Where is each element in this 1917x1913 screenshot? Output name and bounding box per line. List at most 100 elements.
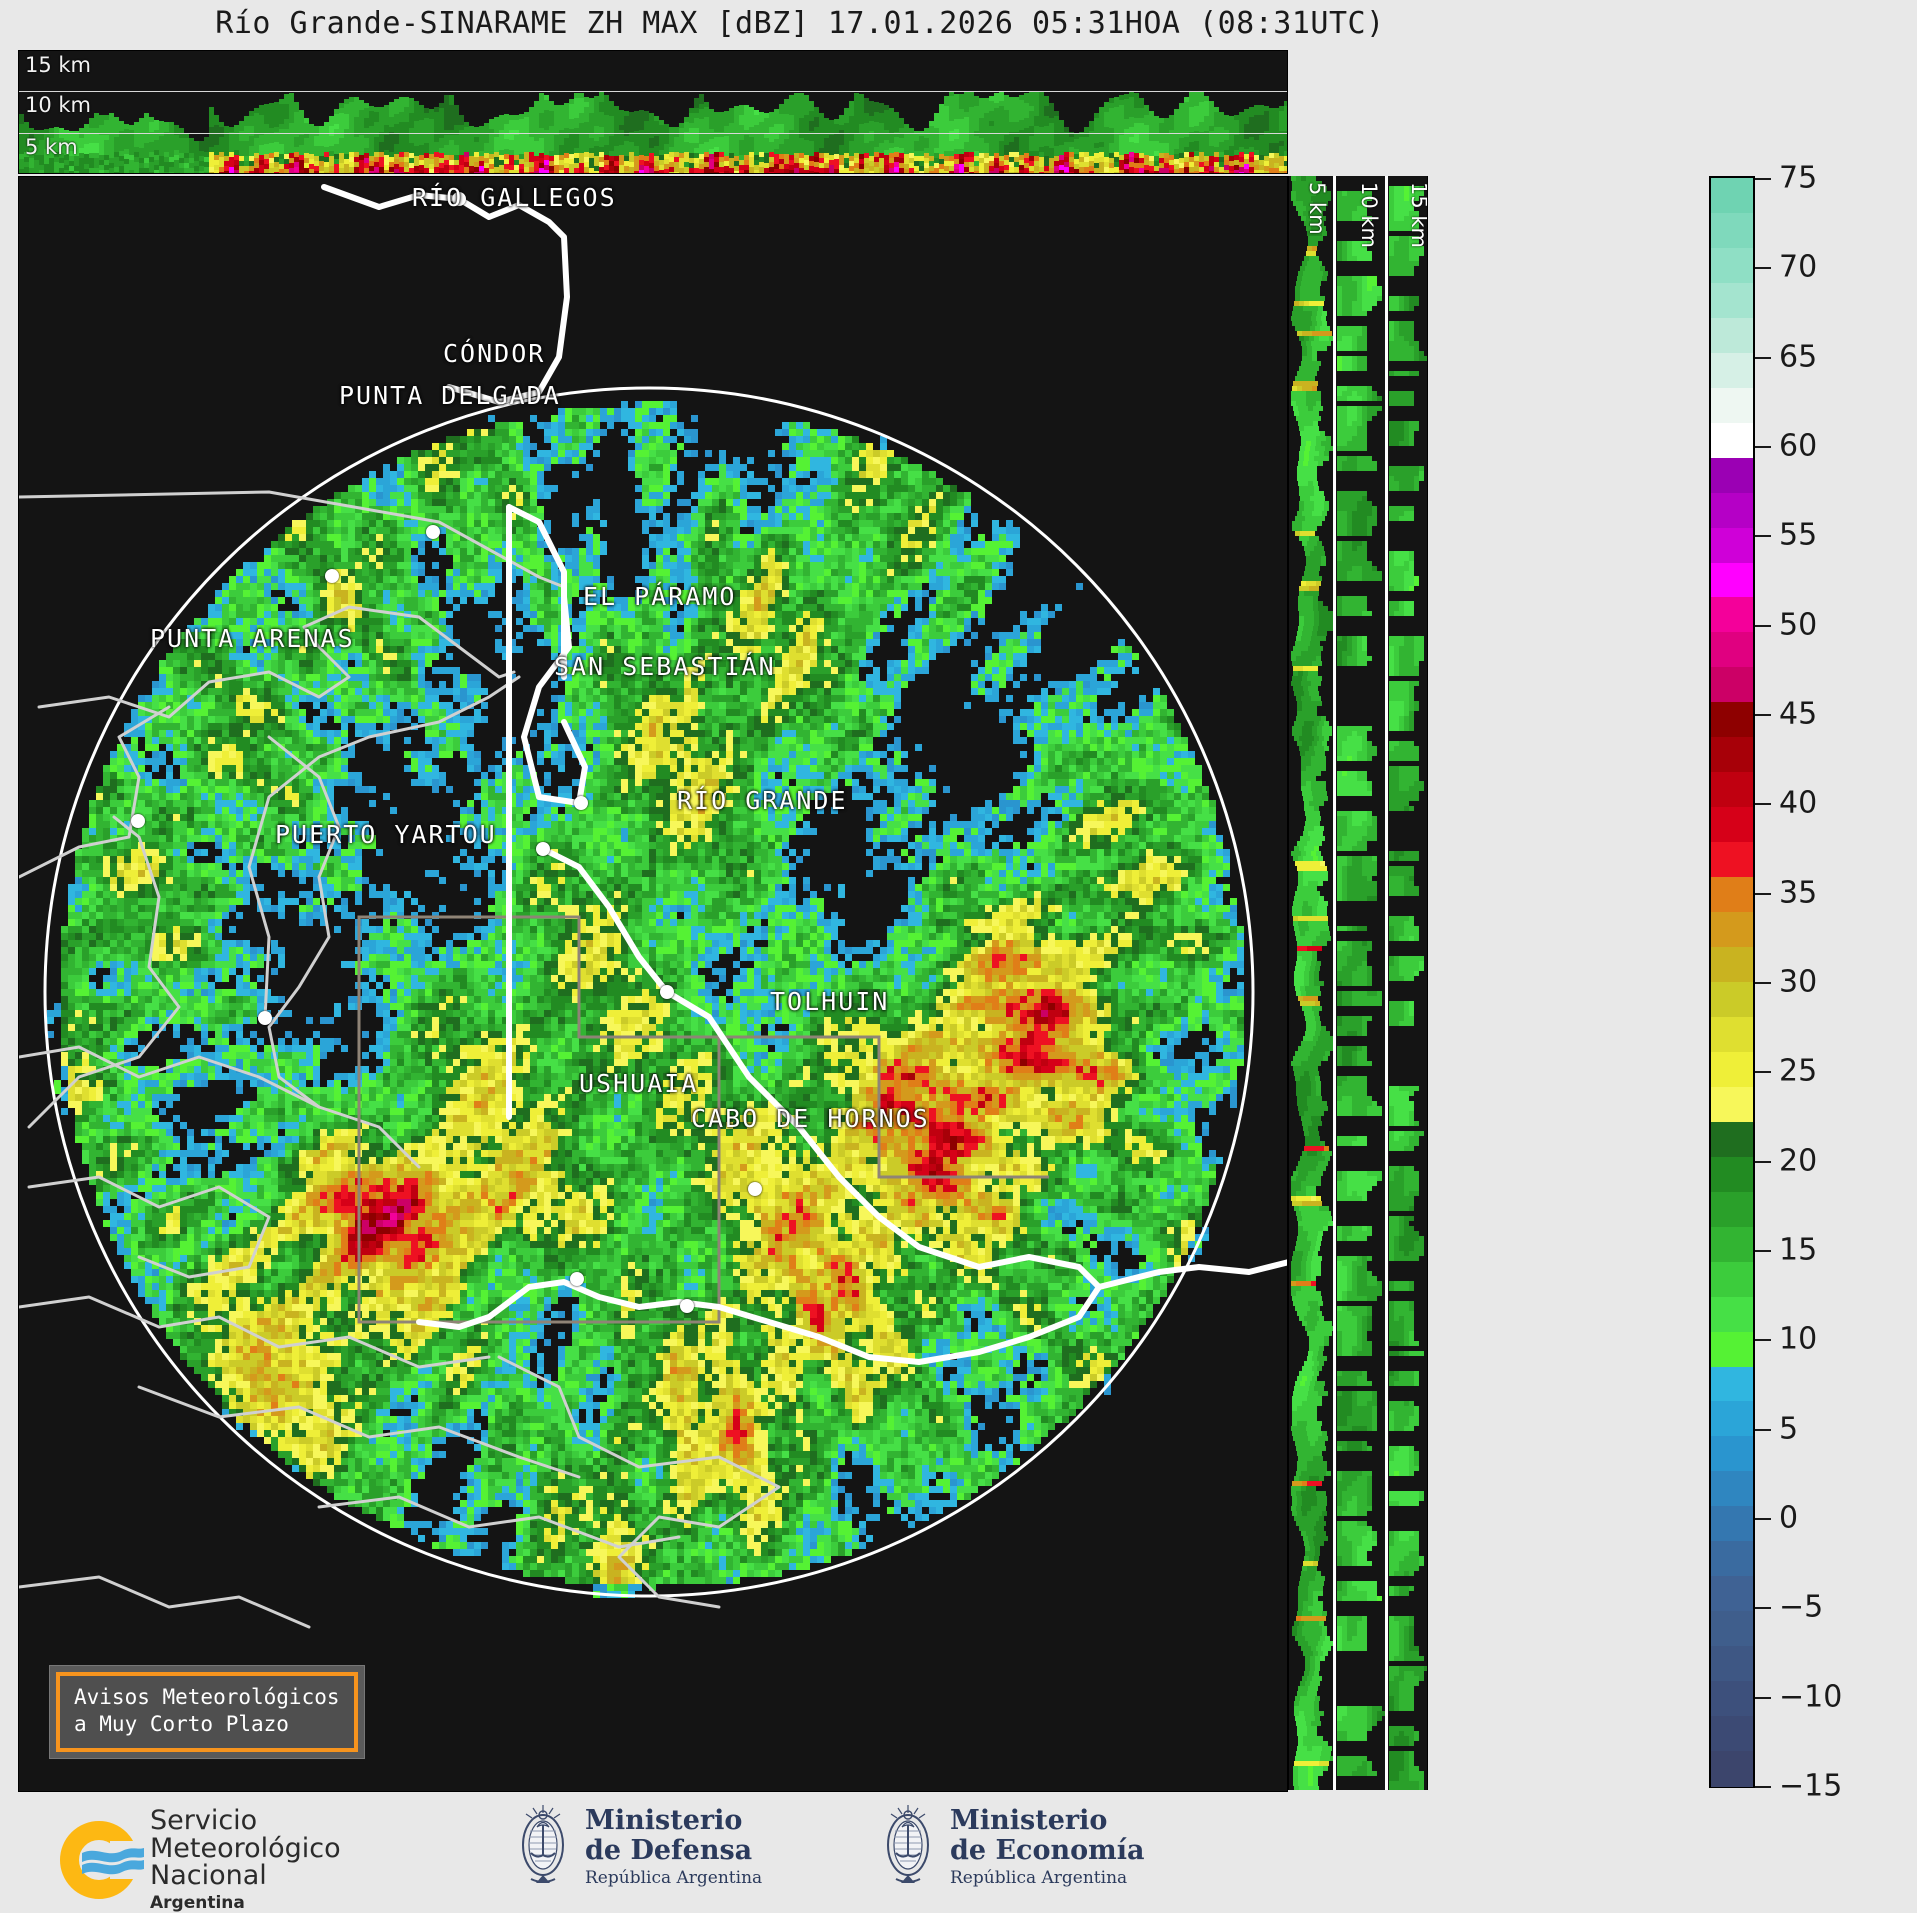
colorbar-tick-label: 50 — [1779, 607, 1817, 642]
city-marker-dot[interactable] — [748, 1182, 762, 1196]
colorbar-tick — [1755, 535, 1771, 537]
colorbar-segment — [1711, 213, 1753, 249]
colorbar-segment — [1711, 1227, 1753, 1263]
colorbar-segment — [1711, 563, 1753, 599]
colorbar-tick — [1755, 1607, 1771, 1609]
economia-line-1: Ministerio — [950, 1806, 1144, 1835]
colorbar-segment — [1711, 1541, 1753, 1577]
colorbar-tick-label: −10 — [1779, 1679, 1842, 1714]
colorbar-segment — [1711, 1506, 1753, 1542]
colorbar-tick-label: 75 — [1779, 161, 1817, 196]
ministerio-defensa-text: Ministerio de Defensa República Argentin… — [585, 1806, 762, 1887]
colorbar-segment — [1711, 493, 1753, 529]
logo-ministerio-defensa: Ministerio de Defensa República Argentin… — [515, 1801, 762, 1893]
colorbar-segment — [1711, 283, 1753, 319]
colorbar-segment — [1711, 807, 1753, 843]
city-marker-dot[interactable] — [680, 1299, 694, 1313]
smn-flag-icon — [82, 1845, 144, 1875]
argentina-coat-of-arms-icon — [515, 1801, 571, 1893]
city-marker-dot[interactable] — [452, 192, 466, 206]
colorbar-tick — [1755, 1786, 1771, 1788]
smn-line-4: Argentina — [150, 1893, 341, 1913]
smn-line-1: Servicio — [150, 1807, 341, 1835]
smn-line-3: Nacional — [150, 1862, 341, 1890]
vertical-cross-section-image — [1289, 176, 1427, 1790]
colorbar-tick — [1755, 1697, 1771, 1699]
colorbar-tick — [1755, 714, 1771, 716]
colorbar-segment — [1711, 702, 1753, 738]
colorbar-segment — [1711, 912, 1753, 948]
colorbar-segment — [1711, 1367, 1753, 1403]
cross-section-top-panel: 15 km 10 km 5 km — [18, 50, 1288, 174]
colorbar-tick-label: 35 — [1779, 875, 1817, 910]
warning-line-1: Avisos Meteorológicos — [74, 1684, 340, 1711]
colorbar-segment — [1711, 597, 1753, 633]
warning-box[interactable]: Avisos Meteorológicos a Muy Corto Plazo — [49, 1665, 365, 1759]
colorbar-tick — [1755, 446, 1771, 448]
colorbar-tick-label: 15 — [1779, 1233, 1817, 1268]
smn-text: Servicio Meteorológico Nacional Argentin… — [150, 1807, 341, 1913]
colorbar-segment — [1711, 1436, 1753, 1472]
colorbar-tick — [1755, 982, 1771, 984]
smn-mark-icon — [60, 1821, 138, 1899]
colorbar-tick — [1755, 357, 1771, 359]
cross-section-gridline-10km — [19, 91, 1287, 92]
colorbar-segment — [1711, 353, 1753, 389]
colorbar-segment — [1711, 1751, 1753, 1787]
colorbar-segment — [1711, 842, 1753, 878]
defensa-line-1: Ministerio — [585, 1806, 762, 1835]
colorbar-segment — [1711, 1611, 1753, 1647]
colorbar-tick — [1755, 1071, 1771, 1073]
colorbar-segment — [1711, 1332, 1753, 1368]
cross-section-label-5km: 5 km — [25, 135, 78, 159]
colorbar-tick-label: 0 — [1779, 1501, 1798, 1536]
colorbar-tick-label: 60 — [1779, 429, 1817, 464]
colorbar-segment — [1711, 1471, 1753, 1507]
city-marker-dot[interactable] — [258, 1011, 272, 1025]
vertical-cross-section-panel: 5 km 10 km 15 km — [1288, 176, 1428, 1790]
city-marker-dot[interactable] — [536, 842, 550, 856]
colorbar-tick — [1755, 1429, 1771, 1431]
colorbar-segment — [1711, 1087, 1753, 1123]
vertical-label-10km: 10 km — [1357, 182, 1381, 248]
logo-ministerio-economia: Ministerio de Economía República Argenti… — [880, 1801, 1144, 1893]
colorbar-segment — [1711, 1262, 1753, 1298]
colorbar-segment — [1711, 1157, 1753, 1193]
colorbar-tick — [1755, 1339, 1771, 1341]
city-marker-dot[interactable] — [131, 814, 145, 828]
colorbar-segment — [1711, 1052, 1753, 1088]
colorbar-tick — [1755, 1161, 1771, 1163]
page-title: Río Grande-SINARAME ZH MAX [dBZ] 17.01.2… — [0, 6, 1600, 41]
economia-line-3: República Argentina — [950, 1868, 1144, 1888]
city-marker-dot[interactable] — [660, 985, 674, 999]
city-marker-dot[interactable] — [325, 569, 339, 583]
vertical-label-5km: 5 km — [1305, 182, 1329, 235]
colorbar-segment — [1711, 528, 1753, 564]
ministerio-economia-text: Ministerio de Economía República Argenti… — [950, 1806, 1144, 1887]
argentina-coat-of-arms-icon-2 — [880, 1801, 936, 1893]
vertical-gridline-10km — [1385, 176, 1388, 1790]
warning-box-inner: Avisos Meteorológicos a Muy Corto Plazo — [56, 1672, 358, 1752]
cross-section-label-10km: 10 km — [25, 93, 91, 117]
colorbar-segment — [1711, 667, 1753, 703]
colorbar-tick — [1755, 178, 1771, 180]
colorbar-segment — [1711, 877, 1753, 913]
colorbar-segment — [1711, 1646, 1753, 1682]
colorbar-segment — [1711, 1297, 1753, 1333]
city-marker-dot[interactable] — [574, 796, 588, 810]
colorbar-segment — [1711, 1576, 1753, 1612]
colorbar-tick-label: 25 — [1779, 1054, 1817, 1089]
footer-logos: Servicio Meteorológico Nacional Argentin… — [0, 1795, 1917, 1909]
colorbar-tick-label: 10 — [1779, 1322, 1817, 1357]
colorbar-segment — [1711, 1716, 1753, 1752]
colorbar-segment — [1711, 458, 1753, 494]
city-marker-dot[interactable] — [570, 1272, 584, 1286]
colorbar-tick — [1755, 1250, 1771, 1252]
vertical-label-15km: 15 km — [1407, 182, 1428, 248]
colorbar-segment — [1711, 947, 1753, 983]
radar-reflectivity-image — [19, 177, 1287, 1791]
colorbar-tick-label: 40 — [1779, 786, 1817, 821]
colorbar-segment — [1711, 1681, 1753, 1717]
city-marker-dot[interactable] — [426, 525, 440, 539]
